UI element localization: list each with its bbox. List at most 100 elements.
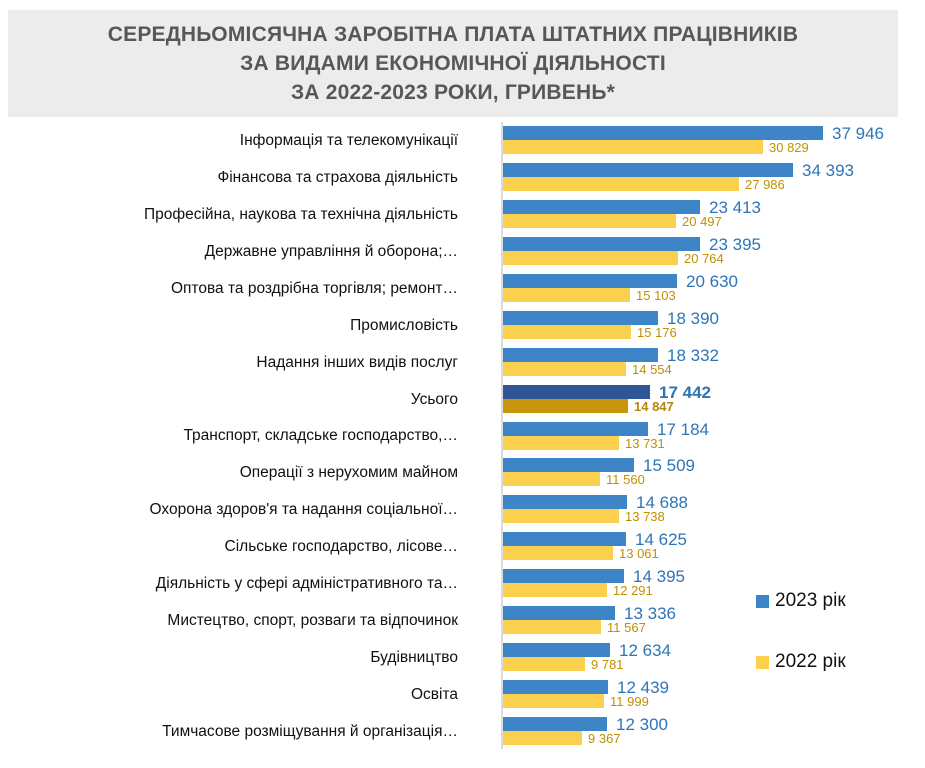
bar-line: 12 634 [503,641,671,660]
bar-line: 15 103 [503,287,738,303]
category-label: Транспорт, складське господарство,… [183,427,458,445]
bar-line: 34 393 [503,161,854,180]
value-label-2023: 20 630 [686,271,738,291]
category-label: Сільське господарство, лісове… [224,538,458,556]
bar-2022 [503,583,607,598]
chart-row: Діяльність у сфері адміністративного та…… [0,565,925,602]
category-label: Тимчасове розміщування й організація… [162,722,458,740]
bar-2023 [503,495,627,510]
chart-row: Надання інших видів послуг 18 332 14 554 [0,344,925,381]
bar-group: 14 395 12 291 [503,565,685,602]
bar-2023 [503,421,648,436]
bar-group: 13 336 11 567 [503,602,676,639]
bar-2022 [503,250,678,265]
bar-2023 [503,384,650,399]
bar-2023 [503,236,700,251]
chart-row: Транспорт, складське господарство,… 17 18… [0,418,925,455]
bar-group: 17 442 14 847 [503,381,711,418]
bar-line: 14 688 [503,493,688,512]
bar-2023 [503,643,610,658]
bar-rows-container: Інформація та телекомунікації 37 946 30 82… [0,122,925,750]
chart-row: Операції з нерухомим майном 15 509 11 560 [0,454,925,491]
value-label-2023: 34 393 [802,160,854,180]
value-label-2022: 11 999 [610,694,649,710]
category-label: Інформація та телекомунікації [239,131,458,149]
bar-line: 20 764 [503,250,761,266]
bar-2023 [503,347,658,362]
value-label-2022: 14 847 [634,398,674,414]
bar-2023 [503,273,677,288]
bar-line: 20 497 [503,213,761,229]
bar-group: 18 390 15 176 [503,307,719,344]
category-label: Освіта [410,686,458,703]
legend-item-2022: 2022 рік [756,651,846,673]
bar-2023 [503,606,615,621]
category-label: Усього [410,390,458,408]
value-label-2022: 9 781 [591,657,624,673]
category-label: Державне управління й оборона;… [204,242,458,260]
bar-2022 [503,398,628,413]
bar-2022 [503,472,600,487]
bar-group: 17 184 13 731 [503,418,709,455]
bar-line: 14 847 [503,398,711,414]
bar-line: 13 738 [503,509,688,525]
bar-line: 14 625 [503,530,687,549]
value-label-2023: 12 634 [619,641,671,661]
chart-title-line-3: ЗА 2022-2023 РОКИ, ГРИВЕНЬ* [290,81,616,104]
bar-2023 [503,680,608,695]
legend-label-2023: 2023 рік [775,590,846,611]
category-label: Професійна, наукова та технічна діяльніс… [143,205,458,223]
bar-group: 37 946 30 829 [503,122,884,159]
value-label-2023: 12 439 [617,678,669,698]
plot-area: Інформація та телекомунікації 37 946 30 82… [0,122,925,750]
bar-2022 [503,731,582,745]
bar-line: 13 336 [503,604,676,623]
category-label: Охорона здоров'я та надання соціальної… [149,501,458,519]
bar-line: 11 560 [503,472,695,487]
bar-group: 15 509 11 560 [503,454,695,491]
bar-2022 [503,361,626,376]
bar-2022 [503,694,604,709]
bar-2023 [503,717,607,731]
value-label-2022: 14 554 [632,361,672,377]
value-label-2022: 13 738 [625,509,665,525]
category-label: Надання інших видів послуг [256,353,458,371]
category-label: Діяльність у сфері адміністративного та… [155,575,458,593]
chart-row: Фінансова та страхова діяльність 34 393 27… [0,159,925,196]
bar-2022 [503,509,619,524]
value-label-2022: 30 829 [769,140,809,155]
bar-line: 13 731 [503,435,709,451]
bar-line: 9 367 [503,731,668,746]
value-label-2023: 18 332 [667,345,719,365]
bar-2022 [503,287,630,302]
bar-2022 [503,657,585,672]
bar-line: 17 184 [503,420,709,439]
bar-line: 18 332 [503,346,719,365]
legend-item-2023: 2023 рік [756,590,846,612]
legend-swatch-2022-icon [756,655,769,669]
value-label-2022: 20 497 [682,213,722,229]
bar-line: 11 567 [503,620,676,635]
value-label-2023: 14 395 [633,567,685,587]
value-label-2023: 17 442 [659,382,711,402]
y-axis-line [501,122,503,749]
value-label-2023: 15 509 [643,456,695,476]
value-label-2022: 27 986 [745,176,785,192]
value-label-2022: 12 291 [613,583,653,599]
bar-2022 [503,546,613,561]
value-label-2023: 13 336 [624,604,676,624]
category-label: Мистецтво, спорт, розваги та відпочинок [167,612,458,630]
bar-2023 [503,532,626,547]
value-label-2022: 15 103 [636,287,676,303]
category-label: Операції з нерухомим майном [239,464,458,482]
bar-line: 11 999 [503,694,669,710]
bar-2022 [503,324,631,339]
bar-group: 12 439 11 999 [503,676,669,713]
bar-2023 [503,199,700,214]
chart-row: Охорона здоров'я та надання соціальної… 1… [0,491,925,528]
bar-2023 [503,569,624,584]
value-label-2023: 23 395 [709,234,761,254]
bar-group: 34 393 27 986 [503,159,854,196]
bar-group: 14 688 13 738 [503,491,688,528]
bar-line: 17 442 [503,383,711,402]
